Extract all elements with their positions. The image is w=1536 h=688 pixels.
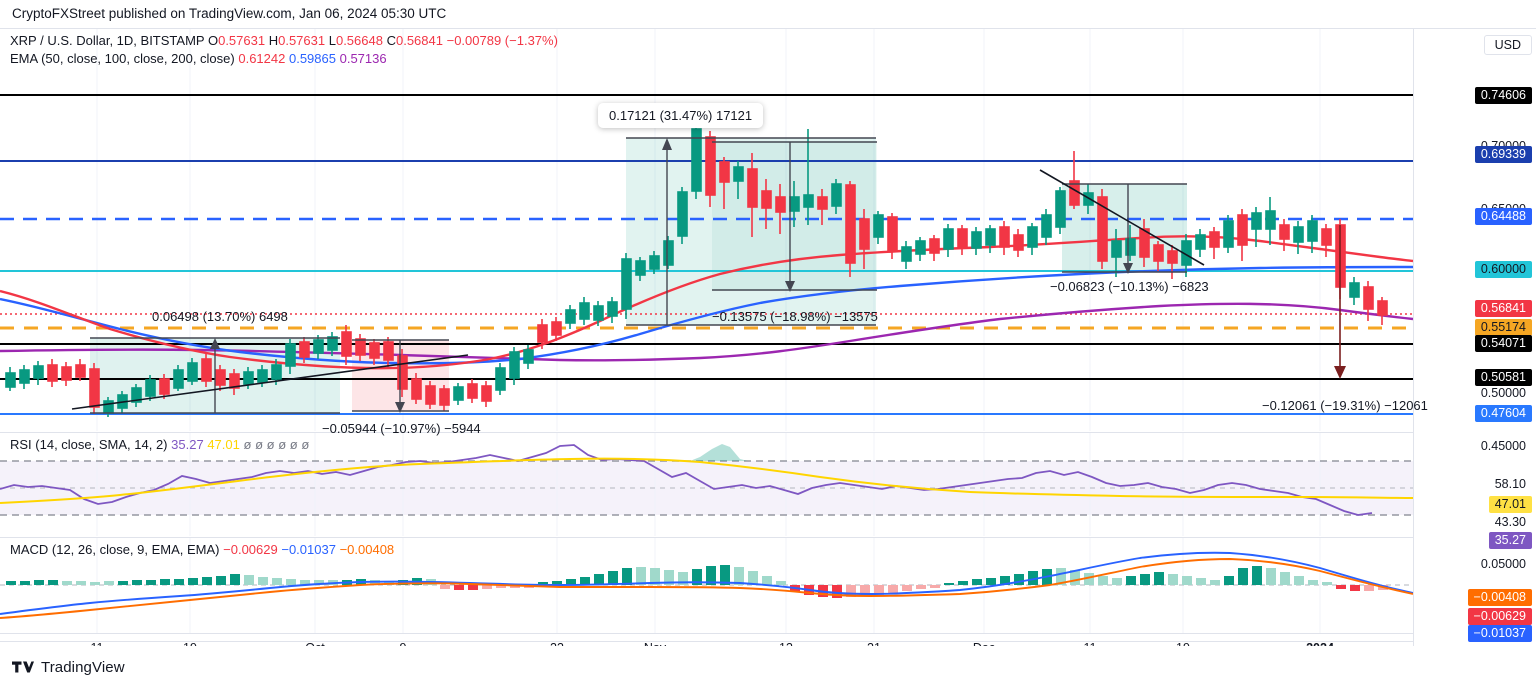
tradingview-brand: TradingView (41, 658, 125, 676)
price-pane[interactable]: XRP / U.S. Dollar, 1D, BITSTAMP O0.57631… (0, 29, 1413, 431)
trendline-ascending (71, 354, 469, 410)
ema200-line (0, 302, 1413, 362)
ema100-value: 0.59865 (288, 51, 336, 66)
measure-tool-down-3 (1062, 183, 1187, 274)
rsi-empty-slot-2: ø (266, 437, 275, 452)
open-value: 0.57631 (218, 33, 266, 48)
rsi-grid (96, 433, 1321, 536)
price-axis-label-9[interactable]: 0.50581 (1474, 369, 1532, 386)
rsi-empty-slot-5: ø (301, 437, 310, 452)
price-axis-label-17[interactable]: 0.05000 (1480, 557, 1526, 571)
rsi-pane[interactable]: RSI (14, close, SMA, 14, 2) 35.27 47.01 … (0, 432, 1413, 536)
symbol-label[interactable]: XRP / U.S. Dollar, 1D, BITSTAMP (10, 33, 205, 48)
candlestick-series (5, 109, 1388, 417)
low-label: L (328, 33, 336, 48)
price-axis-label-18[interactable]: −0.00408 (1467, 589, 1532, 606)
change-value: −0.00789 (−1.37%) (446, 33, 558, 48)
price-axis[interactable]: USD 0.746060.700000.693390.650000.644880… (1413, 29, 1536, 662)
macd-legend[interactable]: MACD (12, 26, close, 9, EMA, EMA) −0.006… (10, 542, 394, 557)
price-axis-label-13[interactable]: 58.10 (1494, 477, 1526, 491)
measure-down-1-label[interactable]: −0.05944 (−10.97%) −5944 (322, 421, 481, 436)
macd-pane[interactable]: MACD (12, 26, close, 9, EMA, EMA) −0.006… (0, 537, 1413, 633)
rsi-overbought-fill (690, 444, 748, 461)
ema-title[interactable]: EMA (50, close, 100, close, 200, close) (10, 51, 235, 66)
open-label: O (207, 33, 219, 48)
rsi-title[interactable]: RSI (14, close, SMA, 14, 2) (10, 437, 168, 452)
chart-container[interactable]: XRP / U.S. Dollar, 1D, BITSTAMP O0.57631… (0, 28, 1536, 662)
rsi-chart-svg (0, 433, 1413, 536)
measure-down-3-label[interactable]: −0.06823 (−10.13%) −6823 (1050, 279, 1209, 294)
price-legend[interactable]: XRP / U.S. Dollar, 1D, BITSTAMP O0.57631… (10, 33, 558, 48)
measure-down-2-label[interactable]: −0.13575 (−18.98%) −13575 (712, 309, 878, 324)
macd-hist-value: −0.00629 (223, 542, 278, 557)
price-axis-label-7[interactable]: 0.55174 (1474, 319, 1532, 336)
measure-tool-up-1 (90, 337, 340, 414)
price-axis-label-5[interactable]: 0.60000 (1474, 261, 1532, 278)
rsi-empty-slot-0: ø (243, 437, 252, 452)
rsi-band-fill (0, 461, 1413, 515)
rsi-line (0, 444, 1373, 516)
price-axis-label-2[interactable]: 0.69339 (1474, 146, 1532, 163)
trendline-descending (1039, 169, 1205, 266)
price-axis-label-19[interactable]: −0.00629 (1467, 608, 1532, 625)
macd-macd-value: −0.01037 (281, 542, 336, 557)
close-value: 0.56841 (395, 33, 443, 48)
high-label: H (268, 33, 279, 48)
price-axis-label-10[interactable]: 0.50000 (1480, 386, 1526, 400)
measure-zone-down-3 (1062, 184, 1187, 272)
macd-signal-line (0, 558, 1413, 619)
measure-tool-down-1 (352, 339, 449, 413)
rsi-sma-line (0, 457, 1413, 504)
price-axis-label-6[interactable]: 0.56841 (1474, 300, 1532, 317)
price-axis-label-0[interactable]: 0.74606 (1474, 87, 1532, 104)
price-axis-label-8[interactable]: 0.54071 (1474, 335, 1532, 352)
macd-title[interactable]: MACD (12, 26, close, 9, EMA, EMA) (10, 542, 220, 557)
macd-signal-value: −0.00408 (339, 542, 395, 557)
measure-tool-down-2 (712, 141, 877, 292)
price-chart-svg (0, 29, 1413, 431)
currency-unit-badge[interactable]: USD (1483, 35, 1532, 55)
ema-legend[interactable]: EMA (50, close, 100, close, 200, close) … (10, 51, 387, 66)
macd-chart-svg (0, 538, 1413, 633)
price-axis-label-20[interactable]: −0.01037 (1467, 625, 1532, 642)
rsi-empty-slot-1: ø (255, 437, 264, 452)
low-value: 0.56648 (335, 33, 383, 48)
measure-tool-up-2 (626, 137, 876, 326)
tradingview-logo-icon (12, 661, 34, 673)
ema50-line (0, 235, 1413, 370)
rsi-value: 35.27 (171, 437, 204, 452)
ema200-value: 0.57136 (339, 51, 387, 66)
price-axis-label-12[interactable]: 0.45000 (1480, 439, 1526, 453)
macd-line (0, 551, 1413, 615)
footer: TradingView (0, 646, 1536, 688)
attribution-text: CryptoFXStreet published on TradingView.… (0, 0, 1536, 28)
rsi-legend[interactable]: RSI (14, close, SMA, 14, 2) 35.27 47.01 … (10, 437, 309, 452)
price-axis-label-4[interactable]: 0.64488 (1474, 208, 1532, 225)
measure-up-2-label[interactable]: 0.17121 (31.47%) 17121 (598, 103, 764, 128)
measure-tool-down-4 (1334, 225, 1346, 379)
high-value: 0.57631 (278, 33, 326, 48)
measure-up-1-label[interactable]: 0.06498 (13.70%) 6498 (152, 309, 288, 324)
rsi-empty-slot-3: ø (278, 437, 287, 452)
price-axis-label-15[interactable]: 43.30 (1494, 515, 1526, 529)
price-axis-label-11[interactable]: 0.47604 (1474, 405, 1532, 422)
rsi-empty-slot-4: ø (289, 437, 298, 452)
rsi-sma-value: 47.01 (207, 437, 240, 452)
price-axis-label-16[interactable]: 35.27 (1488, 532, 1532, 549)
close-label: C (386, 33, 396, 48)
ema50-value: 0.61242 (238, 51, 286, 66)
price-axis-label-14[interactable]: 47.01 (1488, 496, 1532, 513)
measure-down-4-label[interactable]: −0.12061 (−19.31%) −12061 (1262, 398, 1428, 413)
